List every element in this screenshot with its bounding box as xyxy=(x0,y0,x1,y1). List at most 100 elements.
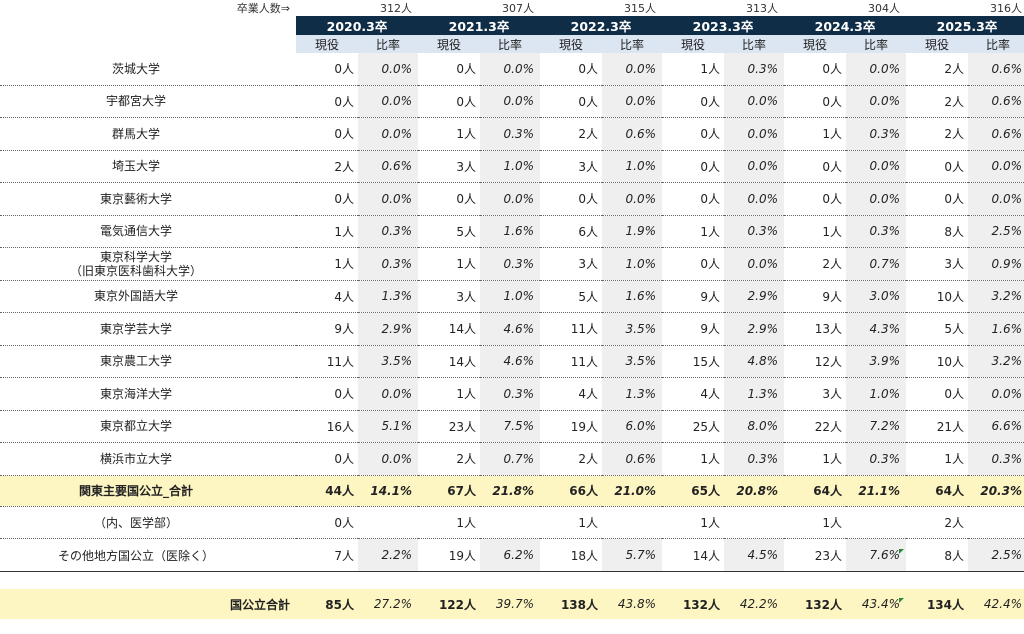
ratio-value xyxy=(724,506,784,539)
grand-total-row: 国公立合計 85人 27.2% 122人 39.7% 138人 43.8% 132人 42.2%… xyxy=(0,589,1024,619)
ratio-value: 0.3% xyxy=(968,442,1024,476)
ratio-value: 2.9% xyxy=(358,312,418,346)
ratio-value xyxy=(602,506,662,539)
ratio-value: 21.8% xyxy=(480,475,540,507)
current-count: 8人 xyxy=(906,538,968,572)
current-count: 1人 xyxy=(418,247,480,281)
ratio-value: 0.0% xyxy=(358,182,418,216)
ratio-value: 0.0% xyxy=(480,53,540,86)
university-row: 東京藝術大学 0人 0.0% 0人 0.0% 0人 0.0% 0人 0.0% 0人 0.0% 0人 0.… xyxy=(0,182,1024,216)
current-count: 0人 xyxy=(296,506,358,539)
current-count: 132人 xyxy=(662,589,724,619)
ratio-value: 0.7% xyxy=(480,442,540,476)
ratio-value: 5.1% xyxy=(358,410,418,443)
current-count: 0人 xyxy=(296,85,358,118)
ratio-value: 1.0% xyxy=(480,150,540,183)
ratio-header: 比率 xyxy=(846,35,906,53)
current-count: 0人 xyxy=(662,150,724,183)
corner-cell xyxy=(0,16,296,35)
spacer-row xyxy=(0,572,1024,590)
current-count: 15人 xyxy=(662,345,724,378)
ratio-value: 0.3% xyxy=(358,247,418,281)
ratio-value: 43.8% xyxy=(602,589,662,619)
current-count: 3人 xyxy=(906,247,968,281)
graduates-count: 313人 xyxy=(746,2,778,15)
current-count: 11人 xyxy=(540,345,602,378)
ratio-value: 0.0% xyxy=(480,85,540,118)
current-count: 5人 xyxy=(540,280,602,313)
current-count: 0人 xyxy=(662,182,724,216)
current-count: 23人 xyxy=(418,410,480,443)
current-count: 9人 xyxy=(784,280,846,313)
ratio-value: 0.0% xyxy=(358,117,418,151)
sub-header-row: 現役 比率 現役 比率 現役 比率 現役 比率 現役 比率 現役 比率 xyxy=(0,35,1024,53)
current-count: 14人 xyxy=(418,312,480,346)
current-count: 22人 xyxy=(784,410,846,443)
ratio-value: 0.3% xyxy=(724,53,784,86)
ratio-value: 7.5% xyxy=(480,410,540,443)
current-count: 3人 xyxy=(784,377,846,411)
current-count: 9人 xyxy=(296,312,358,346)
ratio-value: 8.0% xyxy=(724,410,784,443)
ratio-value: 42.2% xyxy=(724,589,784,619)
current-count: 4人 xyxy=(662,377,724,411)
current-count: 6人 xyxy=(540,215,602,248)
current-count: 3人 xyxy=(540,150,602,183)
university-name-line: 東京科学大学 xyxy=(99,249,172,264)
current-count: 2人 xyxy=(906,506,968,539)
ratio-value: 0.0% xyxy=(846,85,906,118)
ratio-value: 43.4% xyxy=(846,589,906,619)
ratio-value: 1.0% xyxy=(846,377,906,411)
ratio-value: 3.2% xyxy=(968,345,1024,378)
current-count: 0人 xyxy=(296,442,358,476)
ratio-value: 0.0% xyxy=(846,53,906,86)
current-count: 16人 xyxy=(296,410,358,443)
current-count: 0人 xyxy=(906,377,968,411)
ratio-value: 0.0% xyxy=(724,182,784,216)
ratio-value: 1.3% xyxy=(724,377,784,411)
ratio-value: 0.0% xyxy=(968,377,1024,411)
ratio-value: 1.6% xyxy=(480,215,540,248)
ratio-value: 20.3% xyxy=(968,475,1024,507)
ratio-value: 3.0% xyxy=(846,280,906,313)
ratio-value: 0.0% xyxy=(602,53,662,86)
ratio-value: 0.0% xyxy=(724,150,784,183)
current-count: 1人 xyxy=(662,442,724,476)
ratio-header: 比率 xyxy=(358,35,418,53)
current-count: 0人 xyxy=(296,53,358,86)
ratio-value: 0.3% xyxy=(846,215,906,248)
current-count: 1人 xyxy=(784,506,846,539)
university-name: 宇都宮大学 xyxy=(0,85,296,118)
year-header: 2025.3卒 xyxy=(906,16,1024,35)
current-count: 122人 xyxy=(418,589,480,619)
current-count: 1人 xyxy=(784,442,846,476)
year-header: 2024.3卒 xyxy=(784,16,906,35)
university-name: 群馬大学 xyxy=(0,117,296,151)
current-count: 9人 xyxy=(662,280,724,313)
university-name: 埼玉大学 xyxy=(0,150,296,183)
ratio-value: 0.0% xyxy=(724,85,784,118)
ratio-value: 1.3% xyxy=(358,280,418,313)
ratio-value: 3.9% xyxy=(846,345,906,378)
current-count: 0人 xyxy=(296,377,358,411)
ratio-value: 4.8% xyxy=(724,345,784,378)
current-count: 8人 xyxy=(906,215,968,248)
ratio-value: 0.6% xyxy=(968,117,1024,151)
university-name: 横浜市立大学 xyxy=(0,442,296,476)
current-count: 0人 xyxy=(540,182,602,216)
ratio-value: 2.5% xyxy=(968,215,1024,248)
ratio-header: 比率 xyxy=(480,35,540,53)
ratio-value: 7.6% xyxy=(846,538,906,572)
ratio-value xyxy=(846,506,906,539)
graduates-row: 卒業人数⇒ 312人 307人 315人 313人 304人 316人 xyxy=(0,0,1024,16)
university-name: 関東主要国公立_合計 xyxy=(0,475,296,507)
current-count: 10人 xyxy=(906,345,968,378)
current-count: 0人 xyxy=(296,182,358,216)
ratio-value: 42.4% xyxy=(968,589,1024,619)
current-count: 64人 xyxy=(784,475,846,507)
ratio-value: 21.1% xyxy=(846,475,906,507)
current-header: 現役 xyxy=(906,35,968,53)
ratio-value: 4.6% xyxy=(480,345,540,378)
current-count: 2人 xyxy=(296,150,358,183)
current-count: 1人 xyxy=(662,506,724,539)
